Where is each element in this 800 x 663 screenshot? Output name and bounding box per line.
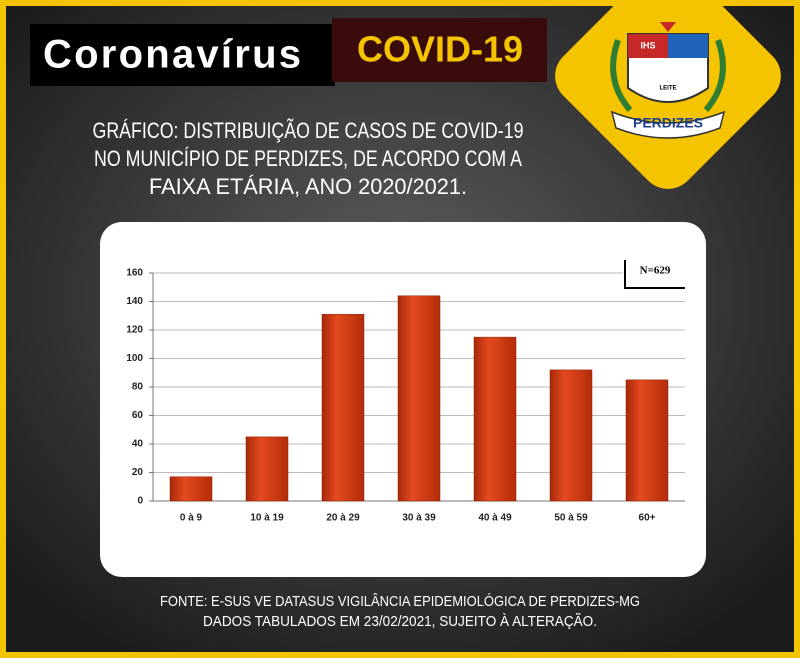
logo-ribbon	[610, 110, 726, 139]
bar	[397, 295, 441, 502]
y-tick-label: 120	[126, 325, 143, 336]
annotation: N=629	[640, 265, 671, 277]
x-tick-label: 40 à 49	[478, 513, 512, 524]
logo: IHS LEITE PERDIZES	[555, 0, 781, 189]
bar	[549, 369, 593, 502]
x-tick-label: 0 à 9	[180, 513, 203, 524]
bar	[625, 379, 669, 502]
logo-name: PERDIZES	[633, 115, 703, 131]
badge-box	[332, 18, 547, 82]
footer-line: DADOS TABULADOS EM 23/02/2021, SUJEITO À…	[203, 613, 597, 630]
y-tick-label: 20	[132, 467, 144, 478]
heading-line: GRÁFICO: DISTRIBUIÇÃO DE CASOS DE COVID-…	[93, 118, 524, 143]
logo-field	[668, 34, 708, 58]
heading: GRÁFICO: DISTRIBUIÇÃO DE CASOS DE COVID-…	[93, 118, 524, 199]
logo-crest	[660, 22, 676, 32]
y-tick-label: 160	[126, 268, 143, 279]
bar	[473, 336, 517, 502]
logo-field	[628, 34, 668, 58]
heading-line: FAIXA ETÁRIA, ANO 2020/2021.	[149, 174, 467, 199]
x-tick-label: 10 à 19	[250, 513, 284, 524]
bar	[245, 436, 289, 502]
y-tick-label: 100	[126, 353, 143, 364]
bar	[321, 314, 365, 502]
y-tick-label: 0	[137, 496, 143, 507]
title: Coronavírus	[43, 33, 301, 77]
chart: 0 20 40 60 80 100 120 140 160 0 à 9 10 à 19 20 à 29…	[126, 260, 685, 524]
x-tick-label: 20 à 29	[326, 513, 360, 524]
x-tick-label: 60+	[639, 513, 656, 524]
title-box	[30, 24, 335, 86]
x-tick-label: 50 à 59	[554, 513, 588, 524]
logo-text: IHS	[640, 40, 655, 50]
footer-line: FONTE: E-SUS VE DATASUS VIGILÂNCIA EPIDE…	[160, 593, 640, 610]
badge: COVID-19	[357, 29, 523, 70]
y-tick-label: 140	[126, 296, 143, 307]
y-tick-label: 80	[132, 382, 144, 393]
footer: FONTE: E-SUS VE DATASUS VIGILÂNCIA EPIDE…	[160, 593, 640, 630]
logo-branch	[610, 39, 633, 112]
logo-text: LEITE	[659, 86, 676, 92]
logo-branch	[703, 39, 726, 112]
annotation-bg	[623, 260, 685, 288]
bar	[169, 476, 213, 502]
heading-line: NO MUNICÍPIO DE PERDIZES, DE ACORDO COM …	[94, 146, 522, 171]
y-tick-label: 40	[132, 439, 144, 450]
y-tick-label: 60	[132, 410, 144, 421]
annotation-border	[624, 260, 685, 289]
x-tick-label: 30 à 39	[402, 513, 436, 524]
